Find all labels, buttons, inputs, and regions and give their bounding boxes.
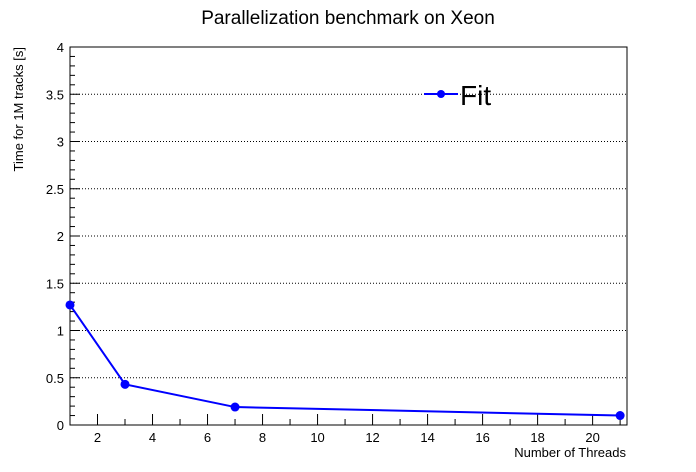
x-tick-label-7: 16 [475, 430, 489, 445]
x-tick-label-9: 20 [585, 430, 599, 445]
x-tick-label-0: 2 [94, 430, 101, 445]
y-axis: 0 0.5 1 1.5 2 2.5 3 3.5 4 [46, 40, 80, 433]
x-tick-label-3: 8 [259, 430, 266, 445]
x-axis: 2 4 6 8 10 12 14 16 18 20 [69, 414, 621, 445]
data-point-3 [615, 411, 625, 421]
x-tick-label-2: 6 [204, 430, 211, 445]
data-point-0 [65, 300, 75, 310]
data-point-2 [230, 402, 240, 412]
x-tick-label-4: 10 [310, 430, 324, 445]
y-tick-label-2: 1 [57, 324, 64, 339]
legend: Fit [424, 80, 491, 111]
chart-title: Parallelization benchmark on Xeon [201, 8, 495, 29]
x-tick-label-6: 14 [420, 430, 434, 445]
y-tick-label-6: 3 [57, 135, 64, 150]
y-tick-label-8: 4 [57, 40, 64, 55]
series-line-0 [69, 304, 621, 417]
x-tick-label-8: 18 [530, 430, 544, 445]
plot-frame [69, 46, 628, 426]
y-tick-label-1: 0.5 [46, 371, 64, 386]
y-axis-label: Time for 1M tracks [s] [11, 47, 26, 171]
legend-marker [437, 90, 445, 98]
x-tick-label-5: 12 [365, 430, 379, 445]
series-layer [65, 300, 625, 421]
legend-label-fit: Fit [460, 80, 491, 111]
x-axis-label: Number of Threads [514, 445, 626, 460]
y-tick-label-7: 3.5 [46, 87, 64, 102]
gridlines [70, 93, 627, 379]
y-tick-label-4: 2 [57, 229, 64, 244]
x-tick-label-1: 4 [149, 430, 156, 445]
y-tick-label-0: 0 [57, 418, 64, 433]
y-tick-label-5: 2.5 [46, 182, 64, 197]
y-tick-label-3: 1.5 [46, 276, 64, 291]
data-point-1 [120, 379, 130, 389]
